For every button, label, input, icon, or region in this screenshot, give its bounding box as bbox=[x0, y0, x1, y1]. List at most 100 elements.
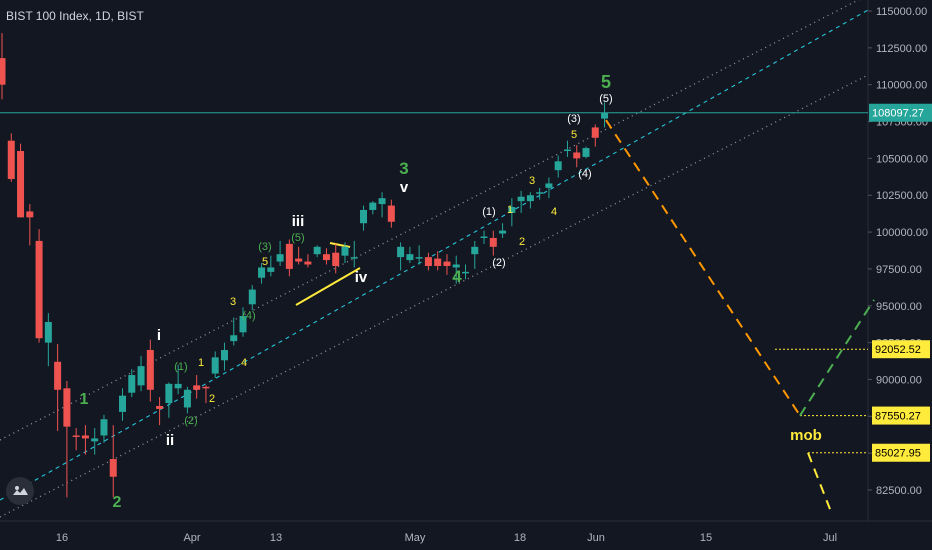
channel-lower-line bbox=[0, 74, 869, 518]
candle[interactable] bbox=[387, 205, 395, 222]
date-tick-label: Apr bbox=[183, 532, 200, 544]
candle[interactable] bbox=[424, 257, 432, 266]
candle[interactable] bbox=[582, 148, 590, 157]
candle[interactable] bbox=[322, 254, 330, 261]
candle[interactable] bbox=[406, 254, 414, 261]
candle[interactable] bbox=[563, 149, 571, 152]
wave-label: (5) bbox=[291, 232, 304, 244]
candle[interactable] bbox=[471, 246, 479, 255]
candle[interactable] bbox=[44, 321, 52, 343]
candle[interactable] bbox=[554, 161, 562, 171]
candle[interactable] bbox=[276, 254, 284, 262]
candle[interactable] bbox=[211, 357, 219, 374]
wave-label: 1 bbox=[198, 357, 204, 369]
candle[interactable] bbox=[360, 209, 368, 224]
candle[interactable] bbox=[545, 183, 553, 188]
wave-label: i bbox=[157, 327, 161, 344]
wave-label: 2 bbox=[113, 494, 122, 511]
projection-continuation-line bbox=[807, 452, 831, 510]
candle[interactable] bbox=[332, 252, 340, 266]
candle[interactable] bbox=[369, 202, 377, 210]
wave-label: 5 bbox=[601, 72, 611, 92]
annotation-mob: mob bbox=[790, 427, 822, 444]
wave-label: (1) bbox=[482, 206, 495, 218]
candle[interactable] bbox=[397, 246, 405, 258]
price-level-value: 92052.52 bbox=[875, 344, 921, 356]
candle[interactable] bbox=[165, 383, 173, 404]
candle[interactable] bbox=[81, 435, 89, 439]
tradingview-logo-icon[interactable] bbox=[6, 477, 34, 505]
candle[interactable] bbox=[248, 289, 256, 305]
candle[interactable] bbox=[91, 438, 99, 442]
candle[interactable] bbox=[63, 388, 71, 427]
projection-rise-line bbox=[799, 299, 875, 417]
candle[interactable] bbox=[350, 257, 358, 259]
candle[interactable] bbox=[591, 127, 599, 138]
price-level-value: 85027.95 bbox=[875, 448, 921, 460]
candle[interactable] bbox=[526, 195, 534, 202]
candle[interactable] bbox=[258, 267, 266, 278]
candle[interactable] bbox=[267, 267, 275, 272]
candle[interactable] bbox=[536, 192, 544, 194]
candle[interactable] bbox=[128, 375, 136, 393]
trendline bbox=[329, 242, 351, 248]
wave-label: (4) bbox=[578, 168, 591, 180]
candle[interactable] bbox=[156, 405, 164, 409]
candle[interactable] bbox=[26, 211, 34, 218]
candle[interactable] bbox=[54, 361, 62, 390]
wave-label: 4 bbox=[241, 357, 247, 369]
price-level-value: 87550.27 bbox=[875, 411, 921, 423]
candle[interactable] bbox=[415, 257, 423, 259]
date-tick-label: 13 bbox=[270, 532, 282, 544]
candle[interactable] bbox=[573, 152, 581, 159]
candle[interactable] bbox=[72, 435, 80, 437]
candle[interactable] bbox=[434, 258, 442, 266]
candle[interactable] bbox=[443, 261, 451, 266]
trendline bbox=[295, 267, 361, 306]
candle[interactable] bbox=[295, 258, 303, 262]
candle[interactable] bbox=[202, 386, 210, 389]
wave-label: 2 bbox=[209, 393, 215, 405]
price-tick-label: 90000.00 bbox=[876, 374, 922, 386]
date-tick-label: 18 bbox=[514, 532, 526, 544]
date-tick-label: Jun bbox=[587, 532, 605, 544]
candle[interactable] bbox=[239, 316, 247, 333]
candle[interactable] bbox=[517, 196, 525, 202]
candle[interactable] bbox=[146, 349, 154, 390]
price-tick-label: 115000.00 bbox=[876, 6, 927, 18]
candle[interactable] bbox=[304, 261, 312, 265]
candle[interactable] bbox=[137, 366, 145, 386]
candle[interactable] bbox=[230, 335, 238, 342]
price-tick-label: 110000.00 bbox=[876, 80, 927, 92]
candle[interactable] bbox=[109, 459, 117, 477]
candle[interactable] bbox=[193, 385, 201, 390]
wave-label: 3 bbox=[529, 175, 535, 187]
candle[interactable] bbox=[220, 349, 228, 361]
candle[interactable] bbox=[183, 389, 191, 408]
candle[interactable] bbox=[0, 58, 6, 85]
candle[interactable] bbox=[378, 198, 386, 205]
candle[interactable] bbox=[601, 112, 609, 119]
candle[interactable] bbox=[341, 246, 349, 256]
candle[interactable] bbox=[480, 236, 488, 238]
candle[interactable] bbox=[313, 246, 321, 255]
candle[interactable] bbox=[285, 243, 293, 269]
wave-label: ii bbox=[166, 432, 174, 449]
wave-label: 5 bbox=[571, 129, 577, 141]
candle[interactable] bbox=[499, 230, 507, 234]
candle[interactable] bbox=[7, 140, 15, 180]
candle[interactable] bbox=[508, 207, 516, 213]
candle[interactable] bbox=[489, 237, 497, 247]
candle[interactable] bbox=[35, 240, 43, 339]
candle[interactable] bbox=[17, 151, 25, 218]
chart-title: BIST 100 Index, 1D, BIST bbox=[6, 9, 144, 23]
candle[interactable] bbox=[462, 271, 469, 274]
date-tick-label: May bbox=[405, 532, 426, 544]
wave-label: v bbox=[400, 179, 409, 196]
candle[interactable] bbox=[100, 419, 108, 436]
candle[interactable] bbox=[119, 395, 127, 412]
candle[interactable] bbox=[174, 383, 182, 389]
price-tick-label: 100000.00 bbox=[876, 227, 928, 239]
candle[interactable] bbox=[452, 264, 460, 268]
